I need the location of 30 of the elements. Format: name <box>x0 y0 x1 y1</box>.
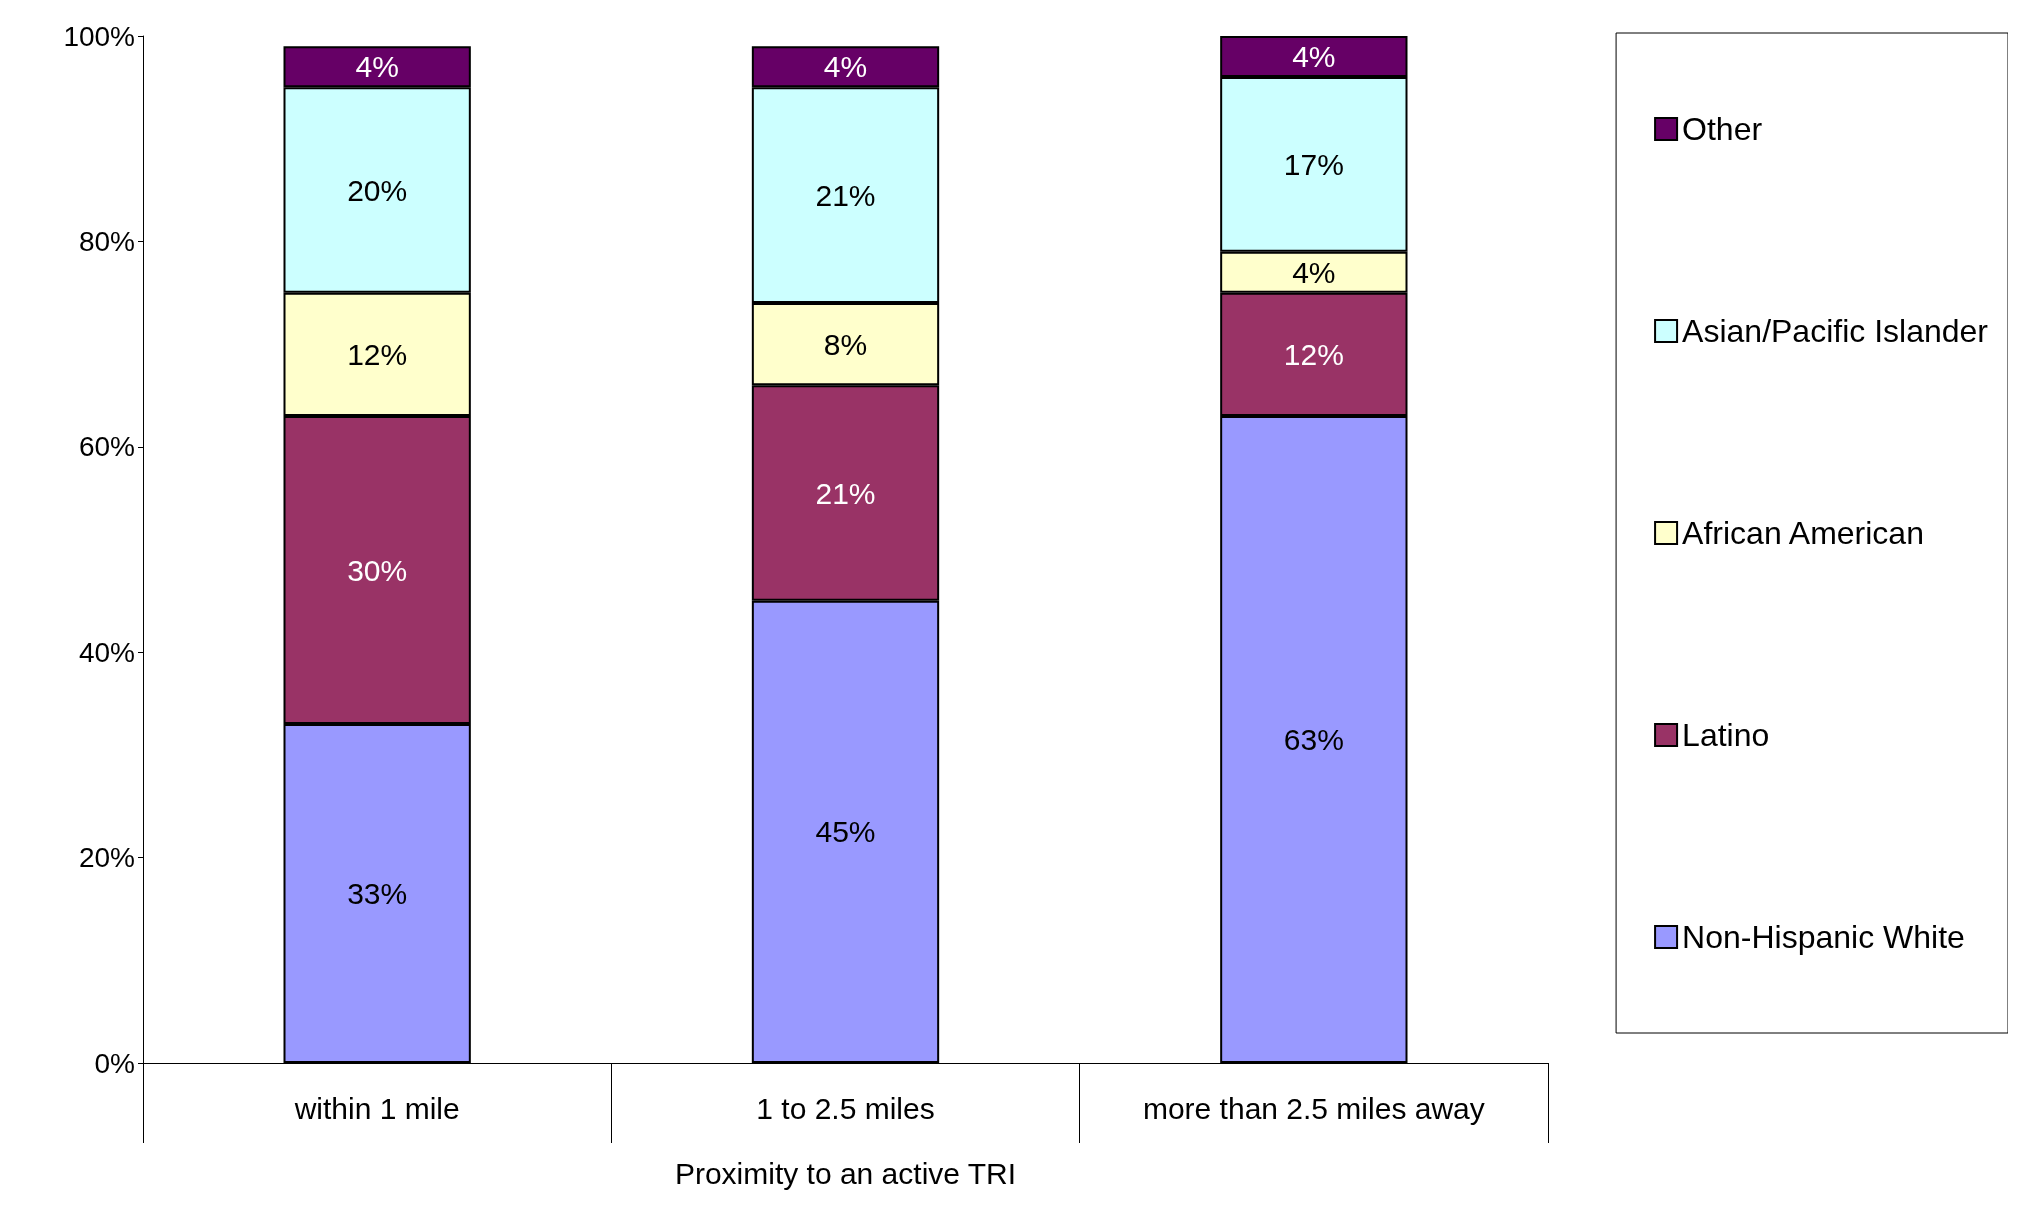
data-label: 12% <box>347 337 408 371</box>
legend-label: Non-Hispanic White <box>1682 919 1965 955</box>
data-label: 30% <box>347 553 408 587</box>
data-label: 33% <box>347 877 408 911</box>
data-label: 4% <box>1292 40 1336 74</box>
data-label: 45% <box>815 815 876 849</box>
x-tick-label: within 1 mile <box>293 1091 460 1125</box>
legend-label: Other <box>1682 111 1763 147</box>
legend-label: Asian/Pacific Islander <box>1682 313 1989 349</box>
data-label: 4% <box>355 50 399 84</box>
y-tick-label: 40% <box>78 636 135 668</box>
legend-label: Latino <box>1682 717 1770 753</box>
data-label: 4% <box>823 50 868 84</box>
data-label: 20% <box>347 173 408 207</box>
y-tick-label: 80% <box>78 225 135 257</box>
data-label: 12% <box>1283 337 1344 371</box>
data-label: 63% <box>1283 722 1344 756</box>
x-tick-label: 1 to 2.5 miles <box>756 1091 935 1125</box>
data-label: 17% <box>1283 147 1344 181</box>
y-tick-label: 100% <box>63 20 135 52</box>
y-tick-label: 60% <box>78 431 135 463</box>
data-label: 8% <box>823 327 868 361</box>
data-label: 21% <box>815 476 876 510</box>
data-label: 21% <box>815 178 876 212</box>
legend-label: African American <box>1682 515 1924 551</box>
x-axis-title: Proximity to an active TRI <box>674 1156 1017 1190</box>
y-tick-label: 20% <box>78 842 135 874</box>
x-tick-label: more than 2.5 miles away <box>1142 1091 1485 1125</box>
y-tick-label: 0% <box>94 1047 135 1079</box>
data-label: 4% <box>1292 255 1336 289</box>
